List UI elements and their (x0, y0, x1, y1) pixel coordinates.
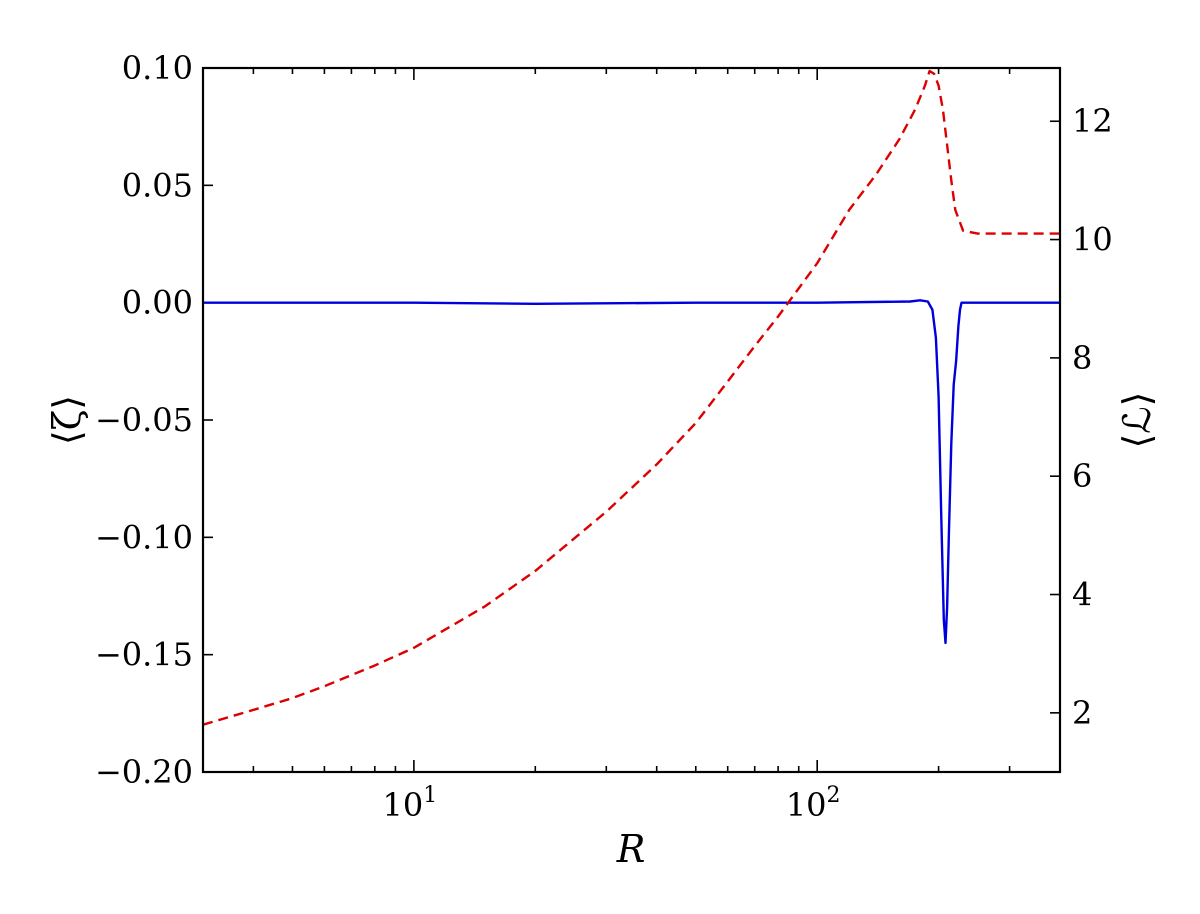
left-tick-label: 0.00 (122, 284, 193, 322)
right-tick-label: 12 (1072, 102, 1113, 140)
series-line-right (202, 69, 1060, 726)
right-tick-label: 8 (1072, 339, 1092, 377)
right-tick-label: 2 (1072, 694, 1092, 732)
ticks-layer: 0.10 0.05 0.00 −0.05 −0.10 −0.15 −0.20 2 4 6 8 10 12… (95, 49, 1113, 824)
left-tick-label: 0.10 (122, 49, 193, 87)
right-axis-label: ⟨ℒ⟩ (1115, 391, 1159, 448)
left-tick-label: 0.05 (122, 166, 193, 204)
right-tick-label: 4 (1072, 576, 1092, 614)
x-tick-label: 102 (786, 783, 841, 824)
plot-frame (201, 66, 1062, 774)
right-tick-label: 10 (1072, 221, 1113, 259)
left-tick-label: −0.10 (95, 518, 193, 556)
series-line-left (203, 299, 1060, 645)
left-tick-label: −0.20 (95, 753, 193, 791)
left-axis-label: ⟨ζ⟩ (45, 395, 89, 445)
x-tick-label: 101 (383, 783, 438, 824)
right-tick-label: 6 (1072, 457, 1092, 495)
x-axis-label: R (616, 827, 646, 871)
series-layer (202, 69, 1060, 726)
left-tick-label: −0.05 (95, 401, 193, 439)
left-tick-label: −0.15 (95, 636, 193, 674)
